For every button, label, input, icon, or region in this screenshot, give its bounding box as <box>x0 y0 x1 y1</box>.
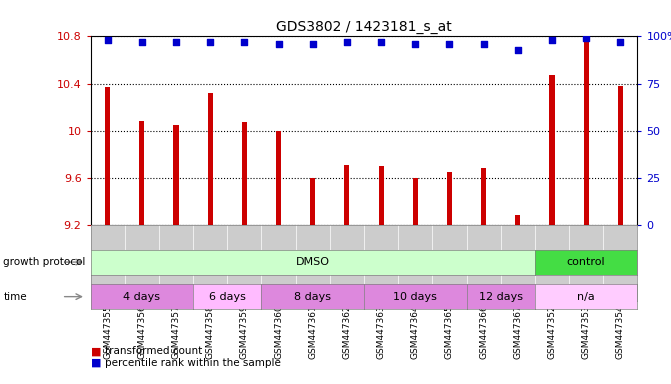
Bar <box>174 125 178 225</box>
Text: transformed count: transformed count <box>105 346 203 356</box>
Bar <box>618 86 623 225</box>
Point <box>205 39 215 45</box>
Bar <box>276 131 281 225</box>
Text: 10 days: 10 days <box>393 291 437 302</box>
Text: ■: ■ <box>91 346 101 356</box>
Point <box>136 39 147 45</box>
Text: 4 days: 4 days <box>123 291 160 302</box>
Text: 8 days: 8 days <box>295 291 331 302</box>
Text: percentile rank within the sample: percentile rank within the sample <box>105 358 281 368</box>
Bar <box>344 165 350 225</box>
Text: time: time <box>3 291 27 302</box>
Text: growth protocol: growth protocol <box>3 257 86 267</box>
Point <box>513 46 523 53</box>
Bar <box>105 87 110 225</box>
Point <box>273 41 284 47</box>
Bar <box>447 172 452 225</box>
Text: n/a: n/a <box>577 291 595 302</box>
Point <box>581 35 592 41</box>
Title: GDS3802 / 1423181_s_at: GDS3802 / 1423181_s_at <box>276 20 452 34</box>
Point <box>444 41 455 47</box>
Point <box>239 39 250 45</box>
Text: control: control <box>567 257 605 267</box>
Point <box>478 41 489 47</box>
Bar <box>310 178 315 225</box>
Bar <box>378 166 384 225</box>
Text: ■: ■ <box>91 358 101 368</box>
Bar <box>515 215 521 225</box>
Point <box>102 37 113 43</box>
Bar <box>550 75 554 225</box>
Text: 6 days: 6 days <box>209 291 246 302</box>
Bar <box>242 122 247 225</box>
Point <box>615 39 626 45</box>
Point <box>307 41 318 47</box>
Point <box>410 41 421 47</box>
Bar <box>140 121 144 225</box>
Text: DMSO: DMSO <box>296 257 329 267</box>
Point <box>547 37 558 43</box>
Text: 12 days: 12 days <box>478 291 523 302</box>
Bar <box>413 178 418 225</box>
Point <box>170 39 181 45</box>
Bar <box>207 93 213 225</box>
Point <box>342 39 352 45</box>
Point <box>376 39 386 45</box>
Bar <box>481 168 486 225</box>
Bar <box>584 39 588 225</box>
